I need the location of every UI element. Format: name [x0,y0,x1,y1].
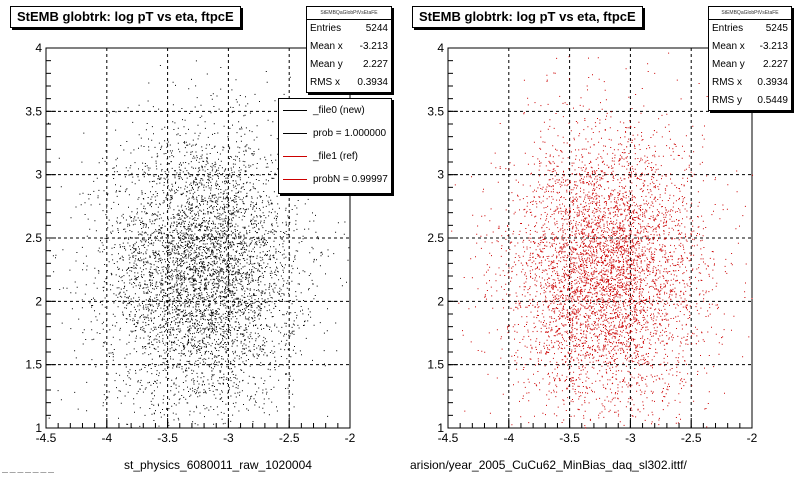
right-footer-filename: arision/year_2005_CuCu62_MinBias_daq_sl3… [410,458,687,472]
y-tick-label: 3.5 [427,104,444,118]
y-tick-label: 1.5 [25,358,42,372]
x-tick-label: -2.5 [279,431,300,445]
corner-note: — — — — — — — [2,470,55,476]
left-plot-title: StEMB globtrk: log pT vs eta, ftpcE [10,6,241,28]
right-stats-row: RMS y 0.5449 [712,95,788,106]
legend-entry: prob = 1.000000 [279,122,391,145]
legend-line-icon [283,110,307,111]
y-tick-label: 1 [35,421,42,435]
right-stats-row: Entries 5245 [712,23,788,34]
left-stats-row: Mean y 2.227 [310,59,388,70]
left-stats-box: StEMBQaGlobPtVsEtaFE Entries 5244 Mean x-… [306,6,392,93]
x-tick-label: -3.5 [157,431,178,445]
left-stats-row: Entries 5244 [310,23,388,34]
left-stats-header: StEMBQaGlobPtVsEtaFE [307,7,391,20]
y-tick-label: 3 [35,168,42,182]
x-tick-label: -4.5 [438,431,459,445]
legend-line-icon [283,179,307,180]
y-tick-label: 3 [437,168,444,182]
plot-panel-2: -4.5 -4 -3.5 -3 -2.5 -2 1 1.5 2 2.5 3 3.5 4 [427,41,757,445]
legend-entry: probN = 0.99997 [279,168,391,191]
x-tick-label: -4.5 [36,431,57,445]
y-tick-label: 1 [437,421,444,435]
right-stats-row: Mean y 2.227 [712,59,788,70]
legend-entry: _file1 (ref) [279,145,391,168]
legend-box: _file0 (new) prob = 1.000000 _file1 (ref… [278,98,392,194]
y-tick-label: 3.5 [25,104,42,118]
y-tick-label: 4 [35,41,42,55]
y-tick-label: 1.5 [427,358,444,372]
legend-line-icon [283,133,307,134]
x-tick-label: -4 [101,431,112,445]
scatter-points [451,52,753,429]
x-tick-label: -4 [503,431,514,445]
right-stats-header: StEMBQaGlobPtVsEtaFE [709,7,791,20]
y-tick-label: 2.5 [25,231,42,245]
left-footer-filename: st_physics_6080011_raw_1020004 [124,458,312,472]
legend-entry: _file0 (new) [279,99,391,122]
x-tick-label: -3 [625,431,636,445]
y-tick-label: 2 [437,294,444,308]
x-tick-label: -3.5 [559,431,580,445]
y-tick-label: 2.5 [427,231,444,245]
right-stats-box: StEMBQaGlobPtVsEtaFE Entries 5245 Mean x-… [708,6,792,111]
right-plot-title: StEMB globtrk: log pT vs eta, ftpcE [412,6,643,28]
right-stats-row: RMS x 0.3934 [712,77,788,88]
y-tick-label: 4 [437,41,444,55]
legend-line-icon [283,156,307,157]
x-tick-label: -2.5 [681,431,702,445]
left-stats-row: Mean x -3.213 [310,41,388,52]
x-tick-label: -3 [223,431,234,445]
x-tick-label: -2 [747,431,758,445]
left-stats-row: RMS x 0.3934 [310,77,388,88]
scatter-points [48,60,350,429]
right-stats-row: Mean x -3.213 [712,41,788,52]
x-tick-label: -2 [345,431,356,445]
y-tick-label: 2 [35,294,42,308]
